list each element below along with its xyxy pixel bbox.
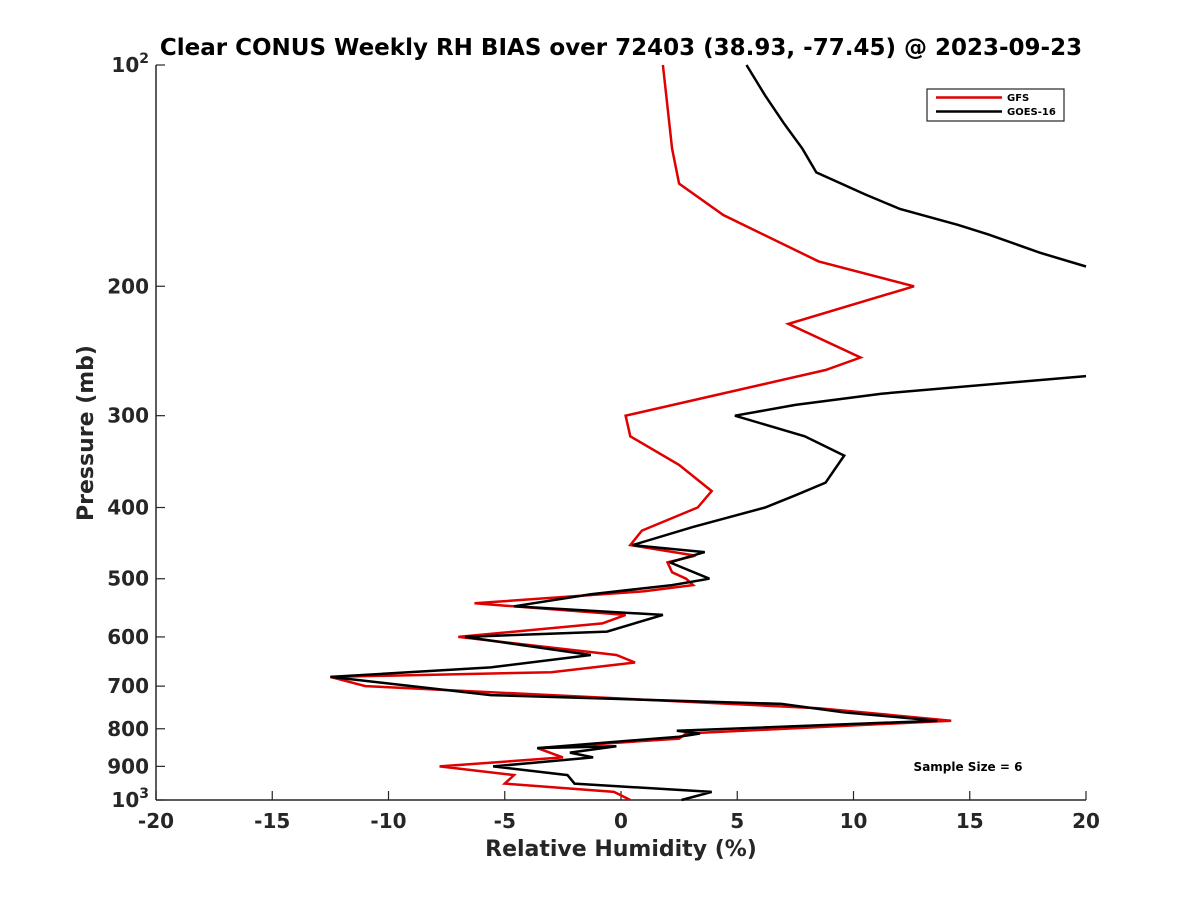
y-tick-label: 200 [107, 274, 149, 298]
x-axis-title: Relative Humidity (%) [485, 837, 757, 862]
legend-box [926, 88, 1065, 122]
series-line-gfs-0 [330, 64, 952, 802]
y-tick-label: 700 [107, 674, 149, 698]
y-tick-label: 500 [107, 567, 149, 591]
x-tick-label: -15 [254, 809, 290, 833]
series-line-goes16-2 [745, 64, 1087, 268]
chart-title: Clear CONUS Weekly RH BIAS over 72403 (3… [160, 35, 1082, 61]
series-layer [330, 64, 1087, 802]
y-tick-label: 103 [111, 786, 149, 812]
x-tick-label: 0 [614, 809, 628, 833]
x-tick-label: -20 [138, 809, 174, 833]
legend: GFS GOES-16 [926, 88, 1065, 122]
x-tick-label: 20 [1072, 809, 1100, 833]
legend-label-gfs: GFS [1007, 93, 1029, 104]
x-tick-label: -10 [370, 809, 406, 833]
y-tick-label: 400 [107, 496, 149, 520]
series-line-goes16-1 [330, 374, 1087, 802]
y-tick-label: 600 [107, 625, 149, 649]
x-tick-label: 10 [840, 809, 868, 833]
y-tick-label: 300 [107, 404, 149, 428]
x-tick-label: -5 [494, 809, 516, 833]
y-tick-label: 800 [107, 717, 149, 741]
y-tick-label: 900 [107, 754, 149, 778]
sample-size-annotation: Sample Size = 6 [914, 760, 1023, 774]
x-tick-label: 5 [730, 809, 744, 833]
y-axis-title: Pressure (mb) [74, 345, 99, 521]
x-tick-label: 15 [956, 809, 984, 833]
axes: -20 -15 -10 -5 0 5 10 15 20 102 200 300 400 500 600 700… [107, 51, 1100, 833]
y-tick-label: 102 [111, 51, 149, 77]
legend-label-goes16: GOES-16 [1007, 107, 1056, 118]
